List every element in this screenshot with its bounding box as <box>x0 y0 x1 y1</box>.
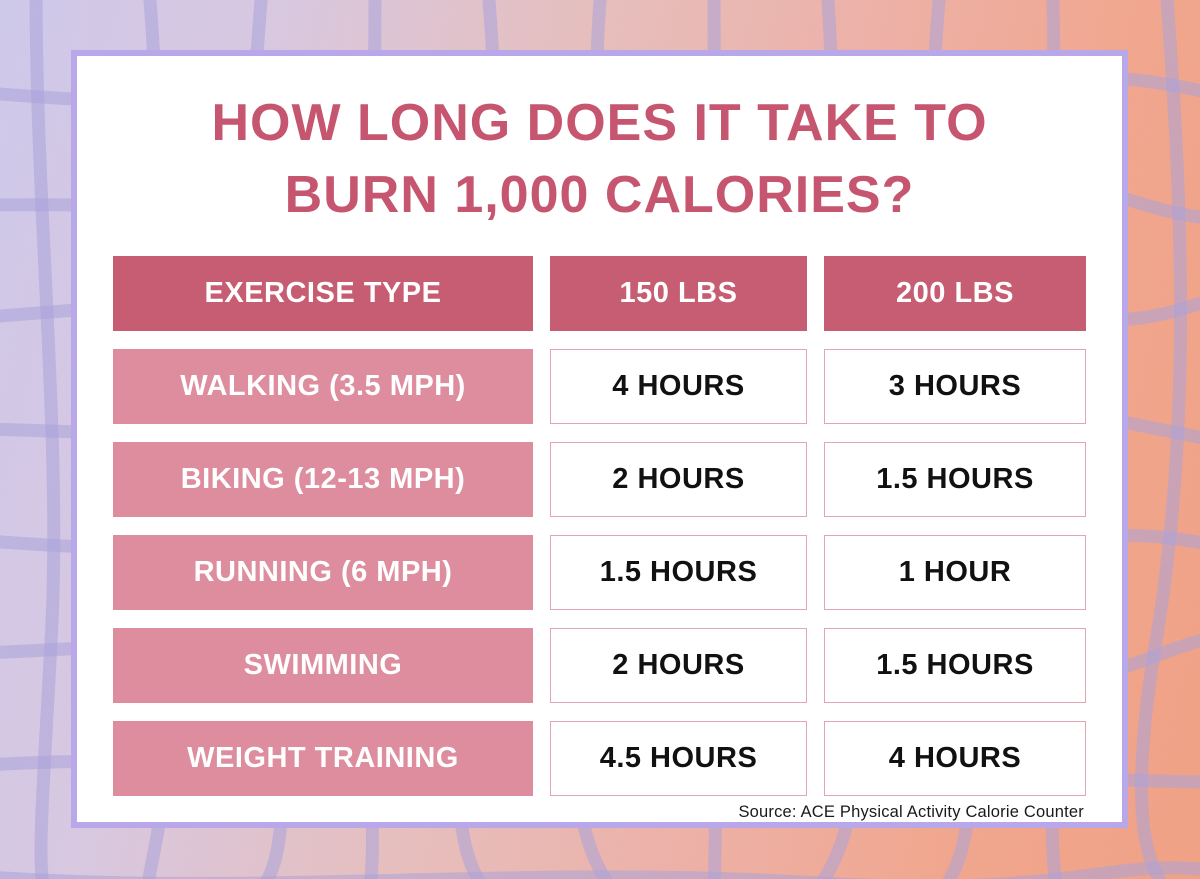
value-cell-running-150: 1.5 HOURS <box>550 534 807 610</box>
calorie-table: EXERCISE TYPE 150 LBS 200 LBS WALKING (3… <box>113 255 1086 796</box>
value-cell-weight-training-150: 4.5 HOURS <box>550 720 807 796</box>
infographic-card: HOW LONG DOES IT TAKE TO BURN 1,000 CALO… <box>71 50 1128 828</box>
title-line-1: HOW LONG DOES IT TAKE TO <box>211 94 988 152</box>
value-cell-swimming-200: 1.5 HOURS <box>824 627 1086 703</box>
value-cell-biking-200: 1.5 HOURS <box>824 441 1086 517</box>
value-cell-walking-150: 4 HOURS <box>550 348 807 424</box>
page-title: HOW LONG DOES IT TAKE TO BURN 1,000 CALO… <box>113 88 1086 232</box>
exercise-cell-walking: WALKING (3.5 MPH) <box>113 348 533 424</box>
header-cell-150lbs: 150 LBS <box>550 255 807 331</box>
value-cell-swimming-150: 2 HOURS <box>550 627 807 703</box>
title-line-2: BURN 1,000 CALORIES? <box>284 165 915 224</box>
value-cell-walking-200: 3 HOURS <box>824 348 1086 424</box>
exercise-cell-biking: BIKING (12-13 MPH) <box>113 441 533 517</box>
value-cell-running-200: 1 HOUR <box>824 534 1086 610</box>
source-attribution: Source: ACE Physical Activity Calorie Co… <box>738 802 1084 821</box>
exercise-cell-weight-training: WEIGHT TRAINING <box>113 720 533 796</box>
header-cell-exercise-type: EXERCISE TYPE <box>113 255 533 331</box>
header-cell-200lbs: 200 LBS <box>824 255 1086 331</box>
exercise-cell-swimming: SWIMMING <box>113 627 533 703</box>
exercise-cell-running: RUNNING (6 MPH) <box>113 534 533 610</box>
value-cell-weight-training-200: 4 HOURS <box>824 720 1086 796</box>
value-cell-biking-150: 2 HOURS <box>550 441 807 517</box>
